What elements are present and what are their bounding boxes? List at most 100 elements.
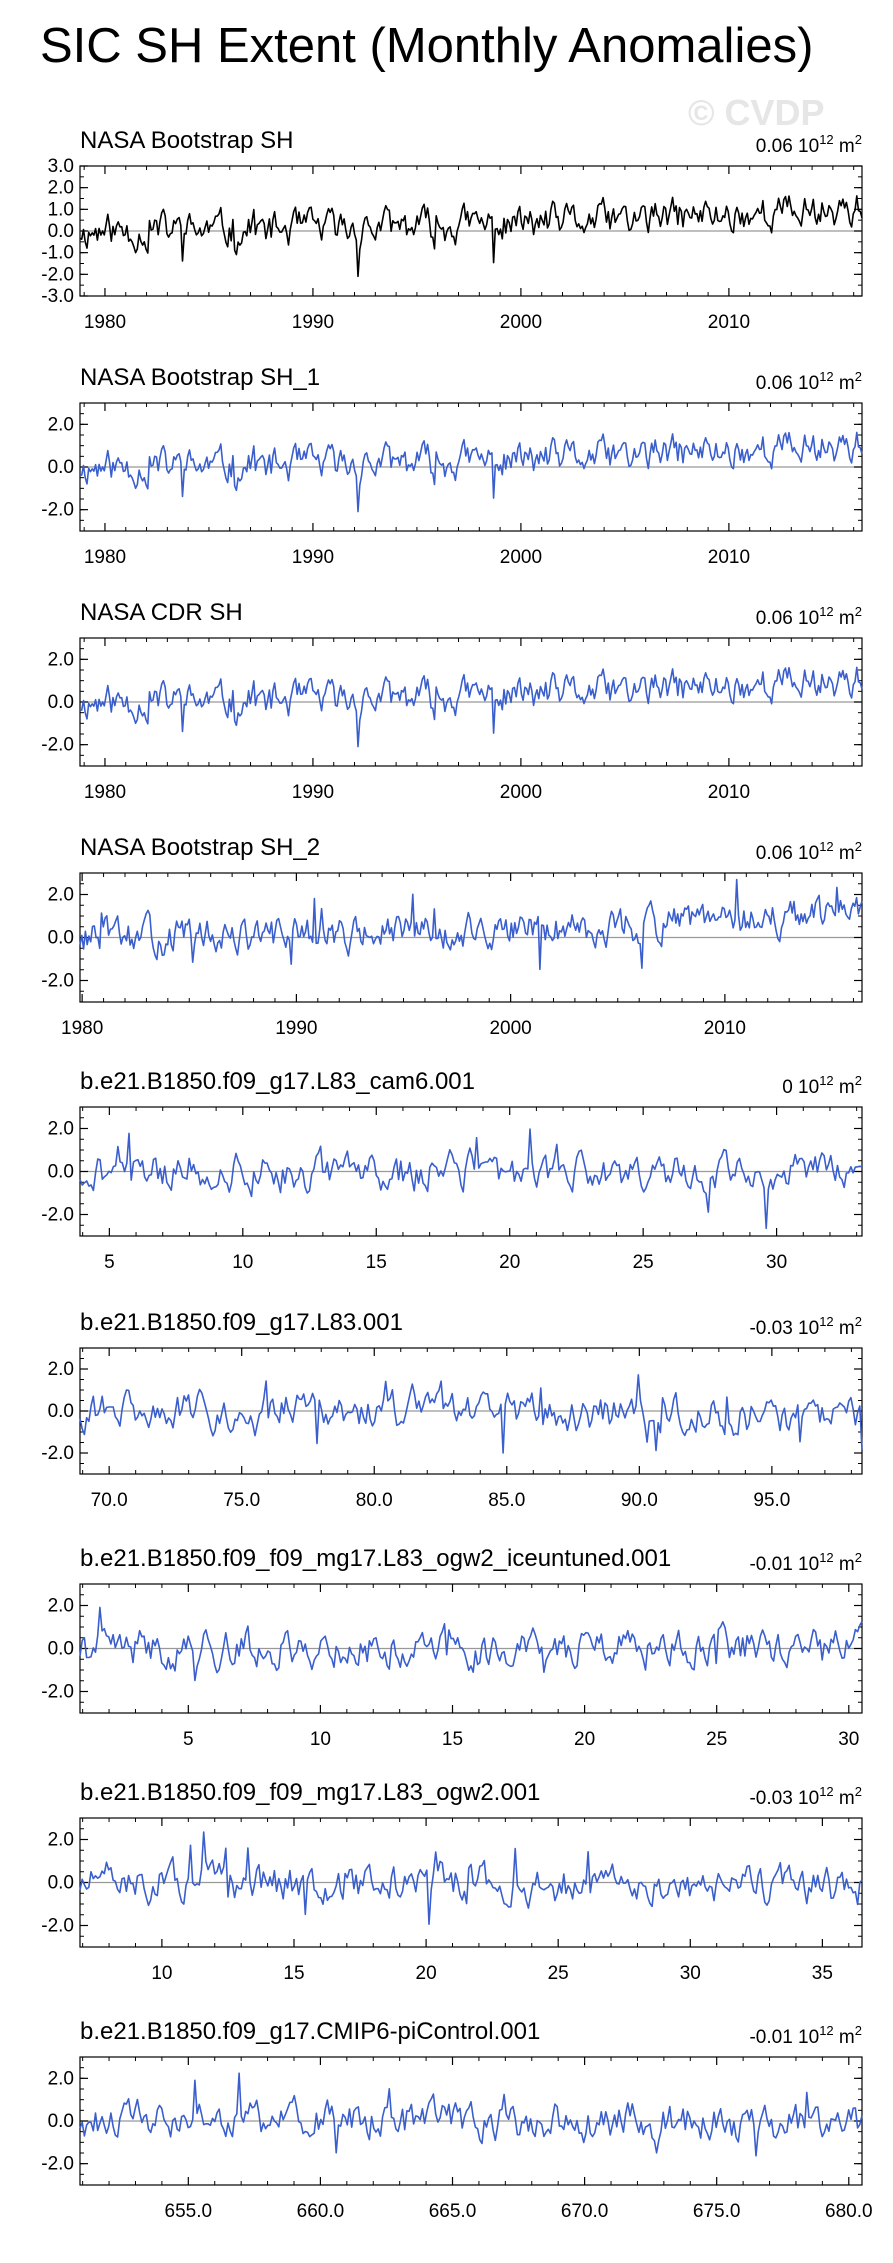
trend-label: -0.01 1012 m2 — [749, 2023, 862, 2048]
x-tick-label: 70.0 — [91, 1490, 128, 1511]
y-tick-label: -2.0 — [41, 1916, 74, 1937]
x-tick-label: 1990 — [292, 547, 334, 568]
x-tick-label: 15 — [366, 1252, 387, 1273]
x-tick-label: 80.0 — [356, 1490, 393, 1511]
y-tick-label: -1.0 — [41, 243, 74, 264]
y-tick-label: 0.0 — [48, 2111, 74, 2132]
y-tick-label: 2.0 — [48, 885, 74, 906]
series-line — [79, 195, 863, 278]
chart-panel-2: NASA Bootstrap SH_1 0.06 1012 m2 1980 1990 2… — [41, 364, 863, 568]
y-tick-label: 2.0 — [48, 178, 74, 199]
trend-label: 0.06 1012 m2 — [756, 369, 862, 394]
x-tick-label: 680.0 — [825, 2201, 873, 2222]
y-tick-label: 0.0 — [48, 1639, 74, 1660]
x-tick-label: 30 — [838, 1729, 859, 1750]
x-tick-label: 1980 — [84, 782, 126, 803]
chart-title: NASA Bootstrap SH_1 — [80, 364, 320, 391]
series-line — [79, 1606, 863, 1682]
series-line — [79, 1128, 863, 1230]
y-tick-label: -2.0 — [41, 1443, 74, 1464]
y-tick-label: -2.0 — [41, 264, 74, 285]
series-line — [79, 1831, 863, 1925]
trend-label: 0.06 1012 m2 — [756, 604, 862, 629]
x-tick-label: 1990 — [292, 782, 334, 803]
chart-title: b.e21.B1850.f09_f09_mg17.L83_ogw2.001 — [80, 1779, 540, 1806]
chart-title: b.e21.B1850.f09_g17.CMIP6-piControl.001 — [80, 2018, 540, 2045]
x-tick-label: 660.0 — [297, 2201, 345, 2222]
x-tick-label: 1980 — [84, 547, 126, 568]
y-tick-label: 2.0 — [48, 1830, 74, 1851]
y-tick-label: -2.0 — [41, 971, 74, 992]
cvdp-watermark: © CVDP — [688, 92, 825, 133]
y-tick-label: 0.0 — [48, 1162, 74, 1183]
trend-label: -0.03 1012 m2 — [749, 1784, 862, 1809]
x-tick-label: 90.0 — [621, 1490, 658, 1511]
y-tick-label: -3.0 — [41, 286, 74, 307]
x-tick-label: 1980 — [61, 1018, 103, 1039]
chart-panel-9: b.e21.B1850.f09_g17.CMIP6-piControl.001 -… — [41, 2018, 872, 2222]
x-tick-label: 25 — [548, 1963, 569, 1984]
y-tick-label: 0.0 — [48, 457, 74, 478]
x-tick-label: 20 — [499, 1252, 520, 1273]
chart-title: b.e21.B1850.f09_f09_mg17.L83_ogw2_iceunt… — [80, 1545, 671, 1572]
chart-title: NASA Bootstrap SH_2 — [80, 834, 320, 861]
x-tick-label: 30 — [680, 1963, 701, 1984]
x-tick-label: 75.0 — [223, 1490, 260, 1511]
x-tick-label: 665.0 — [429, 2201, 477, 2222]
x-tick-label: 2000 — [500, 782, 542, 803]
y-tick-label: 0.0 — [48, 928, 74, 949]
chart-title: b.e21.B1850.f09_g17.L83.001 — [80, 1309, 403, 1336]
y-tick-label: -2.0 — [41, 2154, 74, 2175]
y-tick-label: -2.0 — [41, 735, 74, 756]
chart-title: NASA Bootstrap SH — [80, 127, 293, 154]
chart-title: NASA CDR SH — [80, 599, 243, 626]
x-tick-label: 95.0 — [753, 1490, 790, 1511]
trend-label: -0.03 1012 m2 — [749, 1314, 862, 1339]
x-tick-label: 35 — [812, 1963, 833, 1984]
trend-label: 0.06 1012 m2 — [756, 132, 862, 157]
x-tick-label: 25 — [633, 1252, 654, 1273]
x-tick-label: 2010 — [708, 782, 750, 803]
chart-panel-3: NASA CDR SH 0.06 1012 m2 1980 1990 2000 2010 2… — [41, 599, 863, 803]
y-tick-label: 2.0 — [48, 1596, 74, 1617]
x-tick-label: 85.0 — [488, 1490, 525, 1511]
x-tick-label: 25 — [706, 1729, 727, 1750]
y-tick-label: -2.0 — [41, 1205, 74, 1226]
y-tick-label: 3.0 — [48, 156, 74, 177]
trend-label: -0.01 1012 m2 — [749, 1550, 862, 1575]
x-tick-label: 655.0 — [165, 2201, 213, 2222]
y-tick-label: 0.0 — [48, 692, 74, 713]
x-tick-label: 10 — [310, 1729, 331, 1750]
series-line — [79, 1374, 863, 1454]
x-tick-label: 10 — [151, 1963, 172, 1984]
chart-panel-8: b.e21.B1850.f09_f09_mg17.L83_ogw2.001 -0.… — [41, 1779, 863, 1984]
figure-title: SIC SH Extent (Monthly Anomalies) — [40, 19, 814, 73]
chart-panel-5: b.e21.B1850.f09_g17.L83_cam6.001 0 1012 m… — [41, 1068, 863, 1273]
series-line — [79, 878, 863, 971]
x-tick-label: 2000 — [500, 312, 542, 333]
x-tick-label: 675.0 — [693, 2201, 741, 2222]
chart-panel-1: NASA Bootstrap SH 0.06 1012 m2 1980 1990 200… — [41, 127, 863, 333]
x-tick-label: 15 — [283, 1963, 304, 1984]
chart-title: b.e21.B1850.f09_g17.L83_cam6.001 — [80, 1068, 475, 1095]
x-tick-label: 1980 — [84, 312, 126, 333]
y-tick-label: 2.0 — [48, 2068, 74, 2089]
x-tick-label: 20 — [574, 1729, 595, 1750]
y-tick-label: 0.0 — [48, 1401, 74, 1422]
x-tick-label: 5 — [183, 1729, 194, 1750]
y-tick-label: -2.0 — [41, 500, 74, 521]
y-tick-label: 2.0 — [48, 649, 74, 670]
x-tick-label: 2010 — [708, 312, 750, 333]
y-tick-label: 1.0 — [48, 199, 74, 220]
series-line — [79, 431, 863, 513]
x-tick-label: 2000 — [489, 1018, 531, 1039]
y-tick-label: 0.0 — [48, 1873, 74, 1894]
series-line — [79, 666, 863, 748]
y-tick-label: -2.0 — [41, 1682, 74, 1703]
x-tick-label: 1990 — [275, 1018, 317, 1039]
x-tick-label: 10 — [232, 1252, 253, 1273]
y-tick-label: 2.0 — [48, 1119, 74, 1140]
y-tick-label: 0.0 — [48, 221, 74, 242]
trend-label: 0 1012 m2 — [782, 1073, 862, 1098]
series-line — [79, 2072, 863, 2157]
